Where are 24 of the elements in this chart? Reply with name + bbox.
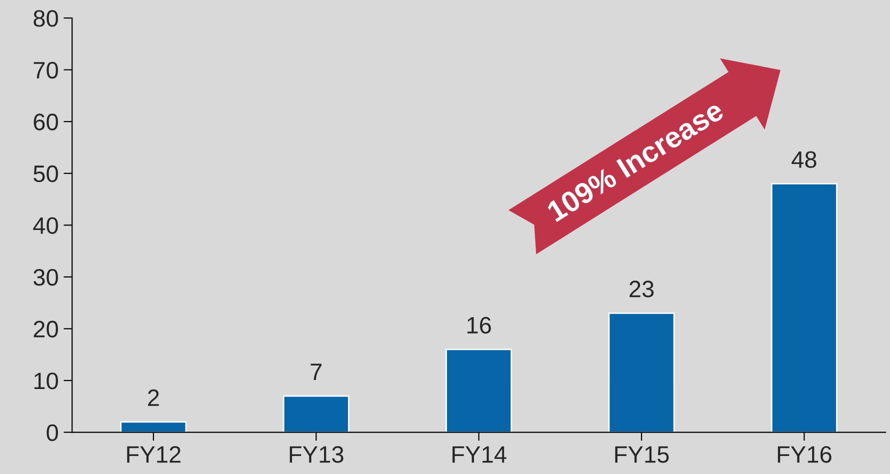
x-tick-label: FY15 xyxy=(615,446,669,463)
y-tick-label: 0 xyxy=(46,424,58,442)
bar xyxy=(282,395,350,432)
y-tick-label: 10 xyxy=(34,372,58,390)
bar xyxy=(120,421,187,432)
x-tick-label: FY16 xyxy=(778,446,832,463)
y-tick-label: 30 xyxy=(34,269,58,286)
data-label: 2 xyxy=(148,389,159,406)
y-tick-label: 20 xyxy=(34,320,58,338)
x-tick-label: FY12 xyxy=(127,446,180,463)
data-label: 7 xyxy=(310,364,322,380)
x-tick-label: FY14 xyxy=(452,446,506,463)
bar xyxy=(770,183,838,432)
data-label: 23 xyxy=(630,280,654,298)
y-tick-label: 40 xyxy=(33,217,58,234)
y-tick-label: 80 xyxy=(34,10,58,27)
data-label: 16 xyxy=(467,316,491,334)
y-tick-label: 50 xyxy=(34,165,58,182)
y-tick-label: 60 xyxy=(34,114,58,130)
bar xyxy=(446,348,512,432)
x-tick-label: FY13 xyxy=(290,446,344,463)
bar xyxy=(608,312,675,432)
data-label: 48 xyxy=(792,151,816,168)
y-tick-label: 70 xyxy=(34,62,58,79)
